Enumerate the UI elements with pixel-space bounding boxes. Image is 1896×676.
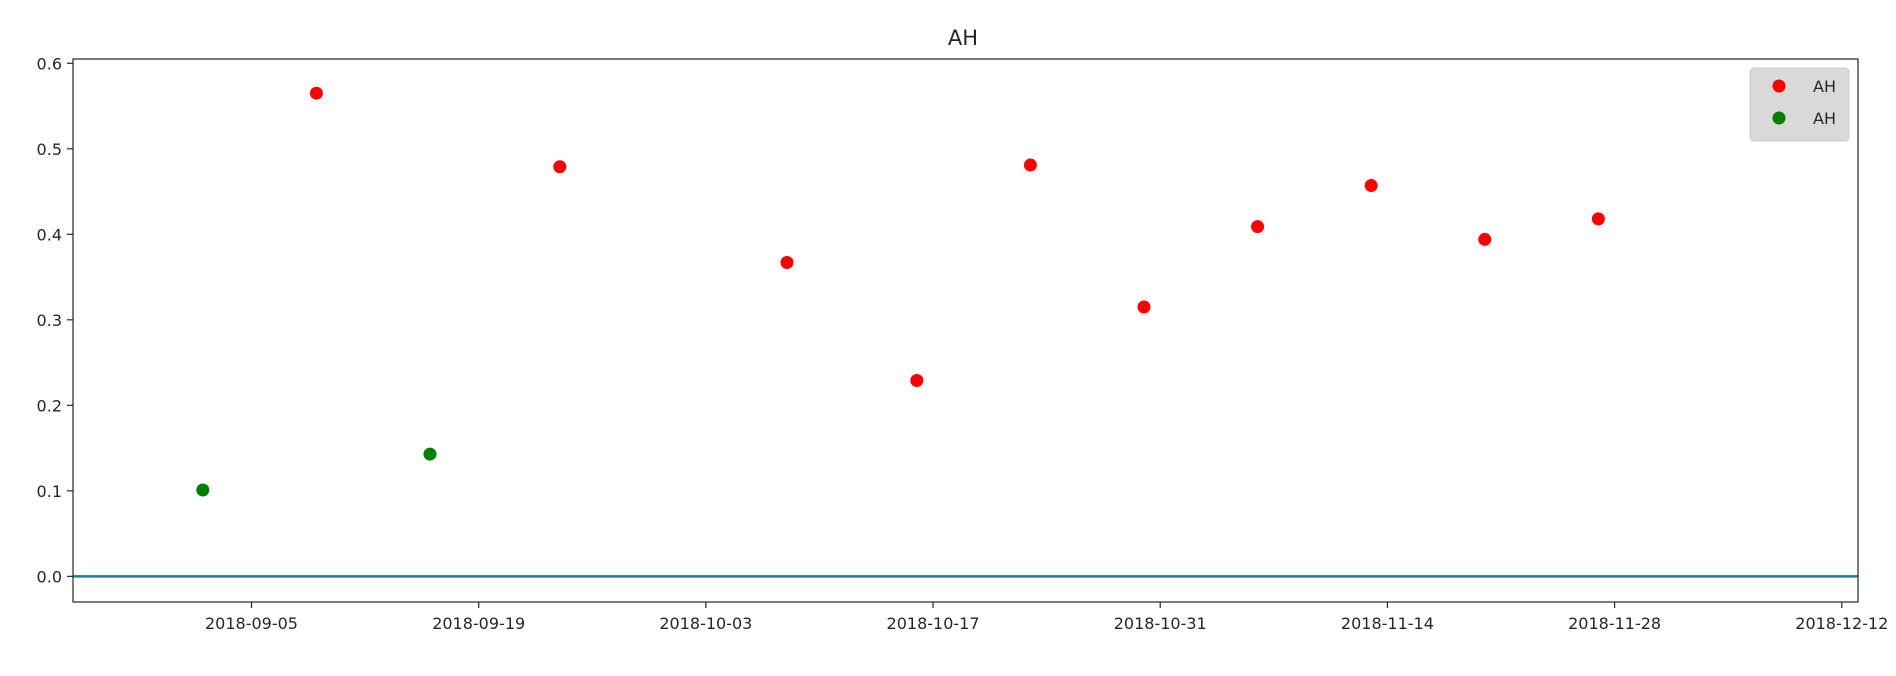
x-tick-label: 2018-10-31	[1114, 614, 1207, 633]
y-tick-label: 0.0	[37, 567, 62, 586]
legend: AH AH	[1749, 67, 1850, 142]
axes-frame	[72, 58, 1859, 603]
legend-label-series-1: AH	[1813, 77, 1836, 96]
x-tick-label: 2018-10-17	[887, 614, 980, 633]
legend-label-series-2: AH	[1813, 109, 1836, 128]
x-tick-label: 2018-12-12	[1795, 614, 1888, 633]
data-point-series-1-6	[1137, 300, 1151, 314]
data-point-series-2-1	[196, 483, 210, 497]
x-tick-label: 2018-09-05	[205, 614, 298, 633]
plot-area	[73, 86, 1858, 578]
data-point-series-1-3	[780, 256, 794, 270]
x-tick-label: 2018-09-19	[432, 614, 525, 633]
x-tick-label: 2018-10-03	[659, 614, 752, 633]
data-point-series-1-5	[1023, 158, 1037, 172]
y-tick-label: 0.4	[37, 225, 62, 244]
x-tick-label: 2018-11-28	[1568, 614, 1661, 633]
data-point-series-1-8	[1364, 179, 1378, 193]
y-tick-label: 0.2	[37, 396, 62, 415]
y-tick-label: 0.5	[37, 140, 62, 159]
data-point-series-1-10	[1591, 212, 1605, 226]
chart-title: AH	[948, 26, 978, 50]
x-tick-label: 2018-11-14	[1341, 614, 1434, 633]
data-point-series-1-1	[309, 86, 323, 100]
data-point-series-1-2	[553, 160, 567, 174]
y-tick-label: 0.6	[37, 54, 62, 73]
data-point-series-1-7	[1251, 220, 1265, 234]
y-tick-label: 0.1	[37, 482, 62, 501]
data-point-series-1-4	[910, 374, 924, 388]
legend-marker-series-2	[1772, 111, 1786, 125]
y-tick-label: 0.3	[37, 311, 62, 330]
data-point-series-1-9	[1478, 232, 1492, 246]
legend-marker-series-1	[1772, 79, 1786, 93]
axes: 0.0 0.1 0.2 0.3 0.4 0.5 0.6 2018-09-05 2018-09-1…	[37, 54, 1889, 633]
data-point-series-2-2	[423, 447, 437, 461]
